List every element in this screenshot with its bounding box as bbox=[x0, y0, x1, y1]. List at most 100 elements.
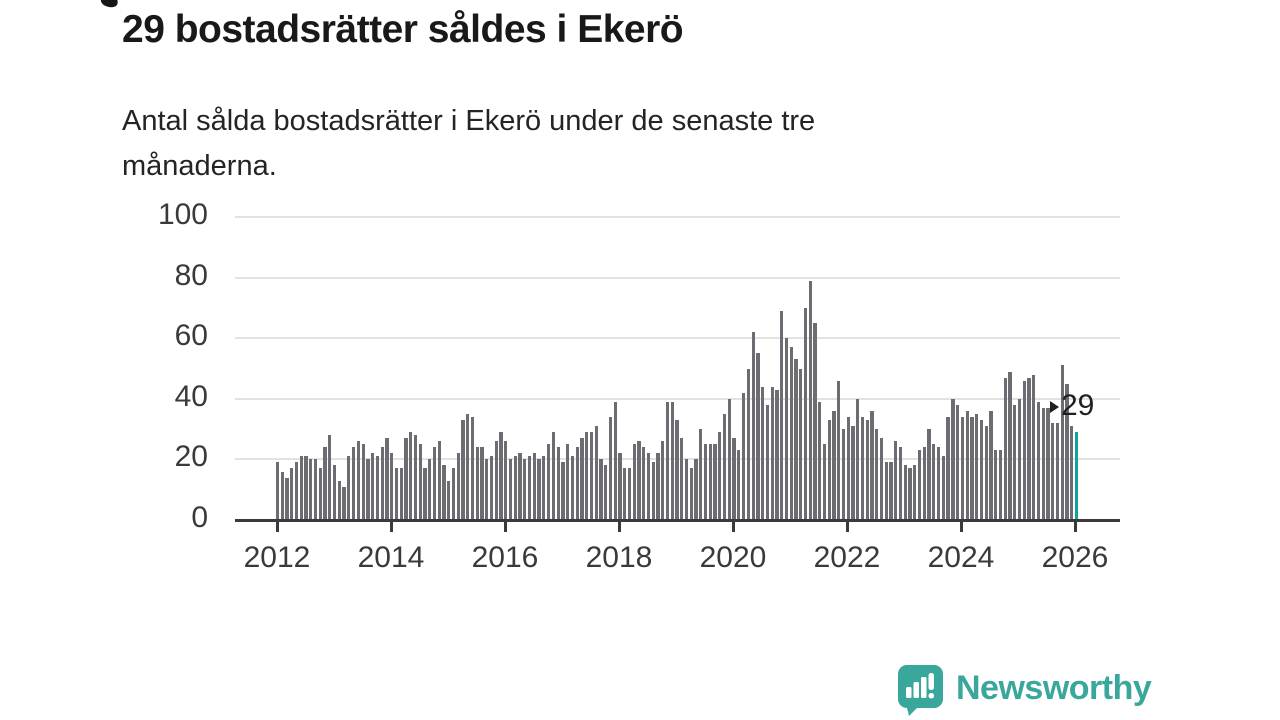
y-axis-tick-label: 100 bbox=[157, 198, 208, 231]
bar bbox=[632, 444, 636, 519]
bar bbox=[470, 416, 475, 519]
bar bbox=[342, 486, 346, 519]
bar bbox=[998, 450, 1003, 519]
bar bbox=[1070, 426, 1074, 519]
y-axis-tick-label: 60 bbox=[174, 319, 208, 353]
x-axis-tick bbox=[389, 521, 393, 532]
bar bbox=[932, 444, 936, 519]
bar bbox=[832, 410, 836, 519]
bar bbox=[475, 447, 479, 519]
bar bbox=[822, 444, 827, 519]
latest-value-arrow-icon bbox=[1050, 401, 1059, 413]
bar bbox=[1041, 407, 1045, 519]
bar bbox=[356, 441, 360, 519]
x-axis-tick-label: 2012 bbox=[243, 541, 311, 574]
bar bbox=[837, 380, 841, 519]
bar bbox=[589, 432, 594, 519]
bar bbox=[808, 280, 812, 519]
bar bbox=[936, 447, 941, 519]
bar bbox=[746, 368, 750, 519]
bar bbox=[432, 447, 437, 519]
bar bbox=[451, 468, 456, 519]
bar bbox=[975, 413, 979, 519]
bar bbox=[761, 386, 765, 519]
bar bbox=[884, 462, 888, 519]
bar bbox=[394, 468, 399, 519]
bar bbox=[751, 332, 755, 519]
bar bbox=[670, 401, 674, 519]
bar bbox=[608, 416, 613, 519]
x-axis-tick-label: 2018 bbox=[585, 541, 653, 574]
bar bbox=[299, 456, 303, 519]
x-axis-tick-label: 2014 bbox=[357, 541, 425, 574]
bar bbox=[794, 359, 798, 519]
bar bbox=[960, 416, 964, 519]
bar bbox=[570, 456, 575, 519]
bar bbox=[290, 468, 294, 519]
bar bbox=[694, 459, 698, 519]
bar bbox=[642, 447, 646, 519]
bar bbox=[575, 447, 579, 519]
bar bbox=[875, 429, 879, 519]
x-axis-tick bbox=[1073, 521, 1077, 532]
bar bbox=[870, 410, 874, 519]
bar bbox=[956, 404, 960, 519]
bar bbox=[542, 456, 546, 519]
bar bbox=[732, 438, 736, 519]
bar bbox=[1051, 423, 1055, 519]
bar bbox=[623, 468, 627, 519]
bar bbox=[1060, 365, 1064, 519]
bar bbox=[585, 432, 589, 519]
bar bbox=[1046, 407, 1050, 519]
bar bbox=[523, 459, 527, 519]
bar bbox=[851, 426, 855, 519]
bar bbox=[951, 398, 955, 519]
bar bbox=[428, 459, 432, 519]
highlighted-latest-bar bbox=[1074, 432, 1079, 519]
bar bbox=[637, 441, 641, 519]
bar bbox=[927, 429, 931, 519]
bar bbox=[970, 416, 974, 519]
bar bbox=[347, 456, 351, 519]
bar bbox=[494, 441, 498, 519]
x-axis-tick-label: 2022 bbox=[813, 541, 881, 574]
bar bbox=[813, 323, 817, 519]
bar bbox=[656, 453, 660, 519]
bar bbox=[889, 462, 893, 519]
bar bbox=[989, 410, 993, 519]
bar bbox=[803, 307, 808, 519]
bar bbox=[280, 471, 284, 519]
y-axis-tick-label: 0 bbox=[191, 501, 208, 534]
gridline-y-40 bbox=[235, 397, 1120, 400]
bar bbox=[894, 441, 898, 519]
bar bbox=[385, 438, 389, 519]
bar bbox=[684, 459, 689, 519]
bar bbox=[665, 401, 670, 519]
bar bbox=[380, 447, 384, 519]
bar bbox=[518, 453, 522, 519]
bar bbox=[780, 310, 784, 519]
bar bbox=[337, 480, 341, 519]
bar bbox=[898, 447, 903, 519]
bar bbox=[903, 465, 907, 519]
x-axis-tick-label: 2026 bbox=[1041, 541, 1109, 574]
bar bbox=[527, 456, 532, 519]
chart-subtitle: Antal sålda bostadsrätter i Ekerö under … bbox=[122, 99, 1132, 189]
bar bbox=[756, 353, 760, 519]
bar bbox=[294, 462, 299, 519]
bar bbox=[675, 420, 679, 519]
x-axis-tick-label: 2016 bbox=[471, 541, 539, 574]
newsworthy-logo[interactable]: Newsworthy bbox=[897, 664, 1152, 716]
bar bbox=[375, 456, 380, 519]
bar bbox=[561, 462, 565, 519]
bar bbox=[366, 459, 370, 519]
bar bbox=[784, 338, 789, 519]
bar bbox=[304, 456, 308, 519]
bar bbox=[865, 420, 869, 519]
bar bbox=[480, 447, 484, 519]
bar bbox=[613, 401, 617, 519]
bar bbox=[466, 413, 470, 519]
bar bbox=[718, 432, 722, 519]
bar bbox=[775, 389, 779, 519]
bar bbox=[741, 392, 746, 519]
